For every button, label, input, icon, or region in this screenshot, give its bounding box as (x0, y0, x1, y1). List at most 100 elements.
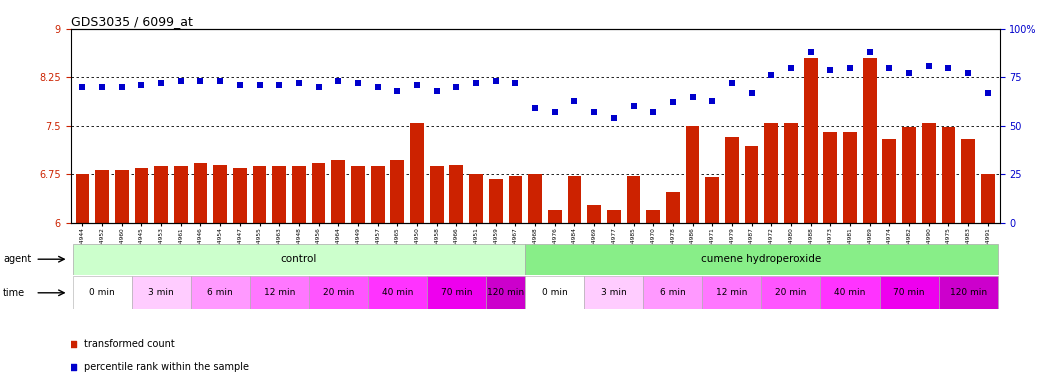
Bar (548, 210, 562, 384)
Bar (292, 166, 306, 384)
Bar (250, 276, 308, 309)
Point (743, 90, 760, 96)
Bar (525, 244, 998, 275)
Bar (584, 276, 644, 309)
Bar (155, 166, 168, 384)
Bar (941, 127, 955, 384)
Bar (311, 163, 326, 384)
Bar (863, 58, 876, 384)
Bar (644, 276, 703, 309)
Point (133, 82, 149, 88)
Bar (95, 170, 109, 384)
Bar (744, 146, 759, 384)
Bar (528, 174, 542, 384)
Bar (469, 174, 483, 384)
Bar (191, 276, 250, 309)
Text: control: control (280, 254, 317, 264)
Point (192, 78, 209, 84)
Text: 70 min: 70 min (440, 288, 472, 297)
Bar (390, 160, 404, 384)
Point (842, 65, 858, 71)
Text: 6 min: 6 min (660, 288, 686, 297)
Bar (367, 276, 427, 309)
Bar (308, 276, 367, 309)
Text: time: time (3, 288, 25, 298)
Text: transformed count: transformed count (83, 339, 174, 349)
Point (527, 105, 544, 111)
Point (546, 109, 563, 115)
Bar (73, 276, 132, 309)
Point (330, 78, 347, 84)
Bar (509, 176, 522, 384)
Bar (647, 210, 660, 384)
Bar (194, 163, 208, 384)
Text: agent: agent (3, 254, 31, 264)
Bar (981, 174, 994, 384)
Text: 3 min: 3 min (601, 288, 627, 297)
Text: 0 min: 0 min (89, 288, 115, 297)
Point (625, 103, 641, 109)
Point (74, 84, 90, 90)
Point (370, 84, 386, 90)
Bar (803, 58, 818, 384)
Bar (725, 137, 739, 384)
Bar (351, 166, 364, 384)
Point (468, 80, 485, 86)
Bar (703, 276, 762, 309)
Text: 12 min: 12 min (264, 288, 295, 297)
Point (921, 63, 937, 69)
Point (940, 65, 957, 71)
Point (802, 49, 819, 55)
Text: 40 min: 40 min (382, 288, 413, 297)
Bar (764, 122, 778, 384)
Bar (410, 122, 424, 384)
Bar (762, 276, 820, 309)
Point (605, 115, 622, 121)
Bar (233, 168, 247, 384)
Point (153, 80, 169, 86)
Point (113, 84, 130, 90)
Bar (76, 174, 89, 384)
Text: 120 min: 120 min (487, 288, 524, 297)
Bar (961, 139, 975, 384)
Bar (938, 276, 998, 309)
Text: cumene hydroperoxide: cumene hydroperoxide (702, 254, 821, 264)
Point (488, 78, 504, 84)
Bar (331, 160, 346, 384)
Bar (427, 276, 486, 309)
Point (271, 82, 288, 88)
Point (172, 78, 189, 84)
Bar (272, 166, 286, 384)
Point (901, 70, 918, 76)
Point (448, 84, 465, 90)
Point (704, 98, 720, 104)
Point (350, 80, 366, 86)
Point (960, 70, 977, 76)
Bar (486, 276, 525, 309)
Bar (213, 164, 227, 384)
Text: percentile rank within the sample: percentile rank within the sample (83, 362, 248, 372)
Point (251, 82, 268, 88)
Point (212, 78, 228, 84)
Text: 3 min: 3 min (148, 288, 174, 297)
Point (231, 82, 248, 88)
Point (508, 80, 524, 86)
Text: 20 min: 20 min (323, 288, 354, 297)
Point (409, 82, 426, 88)
Bar (568, 176, 581, 384)
Point (664, 99, 681, 106)
Bar (686, 126, 700, 384)
Bar (132, 276, 191, 309)
Point (566, 98, 582, 104)
Bar (820, 276, 879, 309)
Bar (879, 276, 938, 309)
Bar (882, 139, 896, 384)
Point (585, 109, 602, 115)
Bar (449, 164, 463, 384)
Bar (922, 122, 935, 384)
Text: 0 min: 0 min (542, 288, 568, 297)
Point (310, 84, 327, 90)
Bar (135, 168, 148, 384)
Point (881, 65, 898, 71)
Text: 6 min: 6 min (208, 288, 234, 297)
